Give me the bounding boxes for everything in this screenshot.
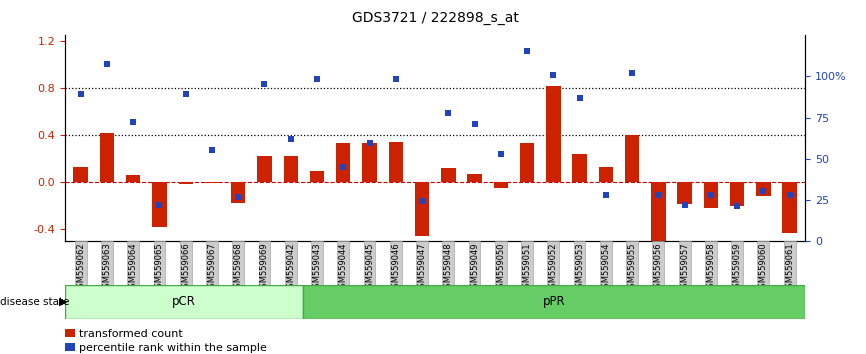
Bar: [389, 142, 403, 182]
Text: GSM559065: GSM559065: [155, 242, 164, 293]
Text: GSM559058: GSM559058: [707, 242, 715, 293]
Text: GSM559050: GSM559050: [496, 242, 505, 293]
Bar: [520, 143, 534, 182]
Text: GSM559061: GSM559061: [785, 242, 794, 293]
Text: GSM559069: GSM559069: [260, 242, 269, 293]
Text: GSM559068: GSM559068: [234, 242, 242, 293]
Bar: [677, 182, 692, 204]
Bar: [310, 171, 324, 182]
Text: GSM559045: GSM559045: [365, 242, 374, 293]
Bar: [572, 154, 587, 182]
Bar: [598, 167, 613, 182]
Text: ▶: ▶: [59, 297, 68, 307]
Bar: [730, 182, 745, 206]
Bar: [257, 156, 272, 182]
Bar: [782, 182, 797, 233]
Bar: [651, 182, 666, 241]
Text: pPR: pPR: [543, 295, 565, 308]
Bar: [704, 182, 718, 208]
Bar: [362, 143, 377, 182]
Text: GSM559048: GSM559048: [443, 242, 453, 293]
Bar: [204, 182, 219, 183]
Text: GSM559044: GSM559044: [339, 242, 348, 293]
Text: disease state: disease state: [0, 297, 69, 307]
Bar: [126, 175, 140, 182]
Text: GSM559054: GSM559054: [601, 242, 611, 293]
Text: GSM559047: GSM559047: [417, 242, 427, 293]
Text: GSM559067: GSM559067: [208, 242, 216, 293]
Text: pCR: pCR: [172, 295, 196, 308]
Text: GDS3721 / 222898_s_at: GDS3721 / 222898_s_at: [352, 11, 519, 25]
Bar: [494, 182, 508, 188]
Text: GSM559055: GSM559055: [628, 242, 637, 293]
Bar: [546, 86, 560, 182]
Bar: [283, 156, 298, 182]
Text: GSM559042: GSM559042: [287, 242, 295, 293]
Text: GSM559053: GSM559053: [575, 242, 584, 293]
Bar: [441, 168, 456, 182]
Bar: [152, 182, 166, 227]
Text: transformed count: transformed count: [79, 329, 183, 339]
Bar: [100, 133, 114, 182]
Text: GSM559060: GSM559060: [759, 242, 768, 293]
Text: GSM559046: GSM559046: [391, 242, 400, 293]
Text: GSM559049: GSM559049: [470, 242, 479, 293]
Bar: [625, 135, 639, 182]
Text: GSM559057: GSM559057: [680, 242, 689, 293]
Bar: [74, 167, 88, 182]
Text: GSM559043: GSM559043: [313, 242, 321, 293]
Bar: [231, 182, 245, 203]
Text: GSM559063: GSM559063: [102, 242, 112, 293]
Bar: [178, 182, 193, 184]
Text: percentile rank within the sample: percentile rank within the sample: [79, 343, 267, 353]
Text: GSM559059: GSM559059: [733, 242, 741, 293]
Text: GSM559051: GSM559051: [522, 242, 532, 293]
Bar: [65, 285, 303, 319]
Bar: [303, 285, 805, 319]
Text: GSM559066: GSM559066: [181, 242, 191, 293]
Bar: [415, 182, 430, 236]
Text: GSM559064: GSM559064: [129, 242, 138, 293]
Bar: [336, 143, 351, 182]
Text: GSM559062: GSM559062: [76, 242, 85, 293]
Text: GSM559052: GSM559052: [549, 242, 558, 293]
Text: GSM559056: GSM559056: [654, 242, 662, 293]
Bar: [756, 182, 771, 196]
Bar: [468, 174, 481, 182]
